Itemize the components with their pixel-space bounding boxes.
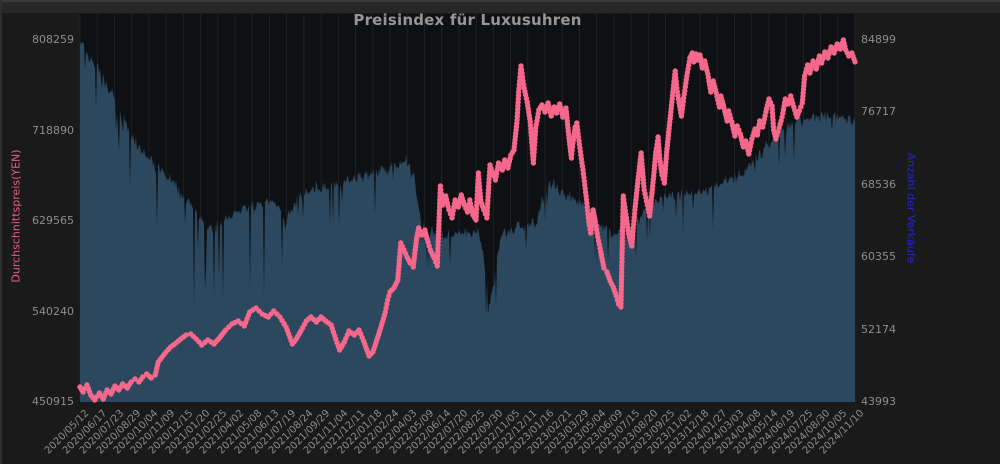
y-tick-label-left: 540240 <box>32 304 74 318</box>
y-tick-label-left: 629565 <box>32 214 74 228</box>
y-tick-label-left: 808259 <box>32 33 74 46</box>
y-tick-label-right: 76717 <box>861 105 896 119</box>
y-tick-label-right: 43993 <box>861 395 896 408</box>
left-axis-title: Durchschnittspreis(YEN) <box>9 149 23 283</box>
price-line-markers <box>77 37 858 403</box>
y-tick-label-left: 718890 <box>32 123 74 137</box>
chart-title: Preisindex für Luxusuhren <box>353 11 582 29</box>
y-tick-label-right: 68536 <box>861 177 896 191</box>
window-top-band <box>0 0 1000 13</box>
y-tick-label-left: 450915 <box>32 395 74 408</box>
y-tick-label-right: 52174 <box>861 322 896 336</box>
y-tick-label-right: 84899 <box>861 33 896 46</box>
window-top-edge <box>0 0 1000 2</box>
right-axis-title: Anzahl der Verkäufe <box>904 152 918 264</box>
y-tick-label-right: 60355 <box>861 250 896 264</box>
window-left-edge <box>0 0 2 464</box>
